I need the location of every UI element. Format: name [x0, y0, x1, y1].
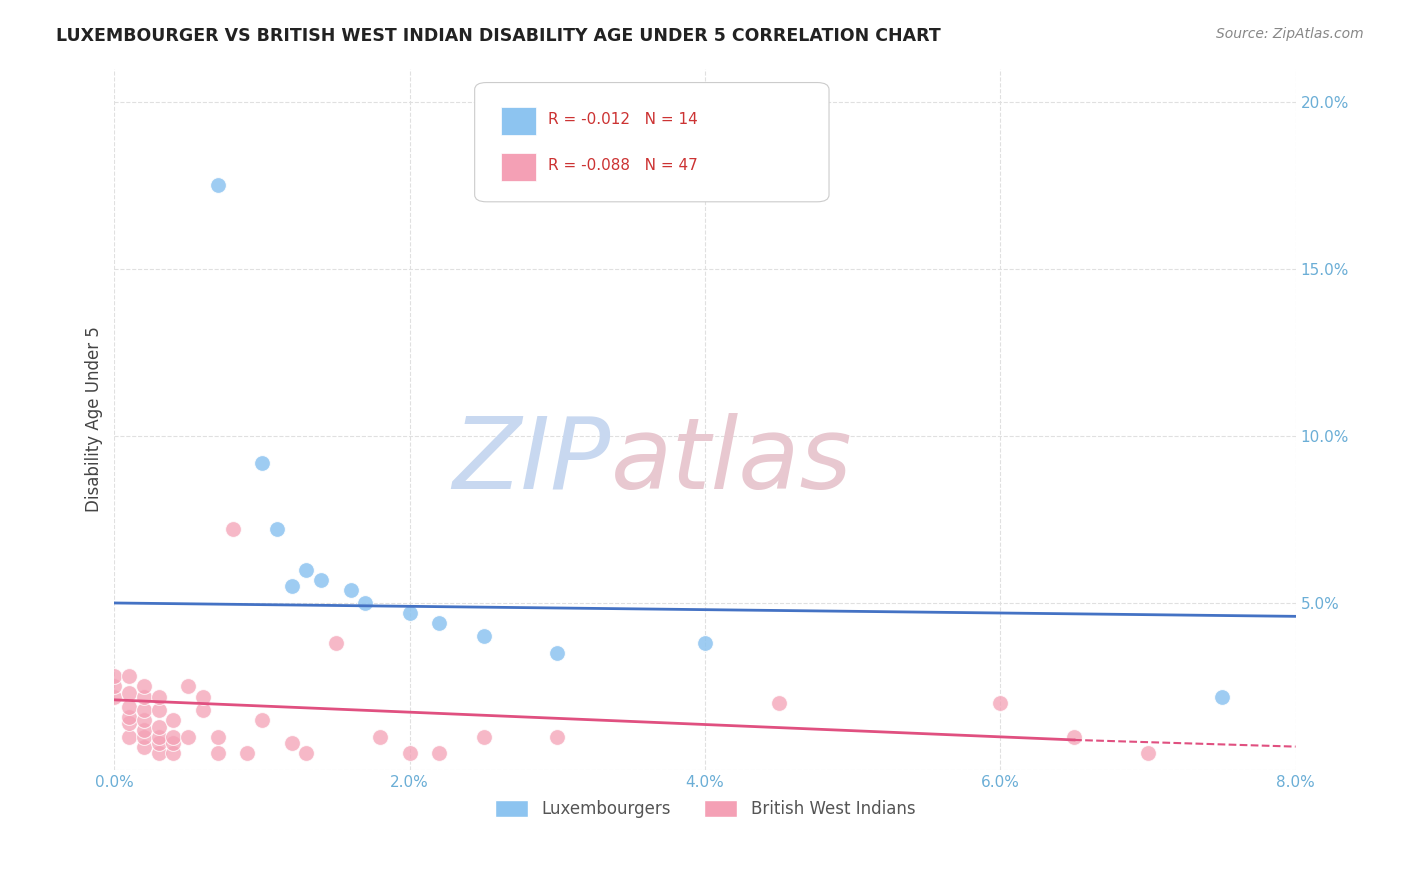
Point [132, 723, 155, 737]
Point [250, 713, 273, 727]
Point [988, 696, 1011, 710]
Point [103, 669, 125, 683]
Legend: Luxembourgers, British West Indians: Luxembourgers, British West Indians [488, 793, 922, 825]
Point [309, 573, 332, 587]
Point [148, 720, 170, 734]
Point [207, 730, 229, 744]
Point [162, 747, 184, 761]
Point [118, 709, 141, 723]
Text: LUXEMBOURGER VS BRITISH WEST INDIAN DISABILITY AGE UNDER 5 CORRELATION CHART: LUXEMBOURGER VS BRITISH WEST INDIAN DISA… [56, 27, 941, 45]
Text: R = -0.012   N = 14: R = -0.012 N = 14 [548, 112, 697, 128]
Point [427, 747, 450, 761]
Point [162, 730, 184, 744]
Point [221, 523, 243, 537]
Point [132, 730, 155, 744]
Point [472, 629, 495, 643]
Point [132, 703, 155, 717]
Point [191, 703, 214, 717]
Point [427, 615, 450, 630]
Point [207, 178, 229, 193]
Point [325, 636, 347, 650]
Point [191, 690, 214, 704]
Point [768, 696, 790, 710]
Point [132, 739, 155, 754]
Point [280, 579, 302, 593]
Point [162, 713, 184, 727]
Point [132, 680, 155, 694]
Text: atlas: atlas [610, 413, 852, 510]
Text: Source: ZipAtlas.com: Source: ZipAtlas.com [1216, 27, 1364, 41]
Point [118, 730, 141, 744]
Text: ZIP: ZIP [453, 413, 610, 510]
Point [546, 646, 568, 660]
Point [103, 680, 125, 694]
FancyBboxPatch shape [501, 153, 536, 181]
Point [148, 690, 170, 704]
Point [1211, 690, 1233, 704]
Point [118, 716, 141, 731]
Point [103, 690, 125, 704]
Point [177, 730, 200, 744]
Point [354, 596, 377, 610]
Text: R = -0.088   N = 47: R = -0.088 N = 47 [548, 158, 697, 173]
Point [280, 736, 302, 750]
Point [118, 699, 141, 714]
Point [236, 747, 259, 761]
Point [472, 730, 495, 744]
Point [266, 523, 288, 537]
Point [148, 703, 170, 717]
Point [398, 747, 420, 761]
Point [148, 730, 170, 744]
Point [250, 456, 273, 470]
Point [207, 747, 229, 761]
Point [1063, 730, 1085, 744]
Y-axis label: Disability Age Under 5: Disability Age Under 5 [86, 326, 103, 512]
FancyBboxPatch shape [501, 107, 536, 136]
Point [177, 680, 200, 694]
Point [118, 669, 141, 683]
Point [1136, 747, 1159, 761]
Point [295, 563, 318, 577]
Point [546, 730, 568, 744]
Point [693, 636, 716, 650]
Point [132, 713, 155, 727]
Point [295, 747, 318, 761]
Point [148, 747, 170, 761]
Point [339, 582, 361, 597]
Point [132, 690, 155, 704]
Point [368, 730, 391, 744]
Point [148, 736, 170, 750]
Point [398, 606, 420, 620]
Point [162, 736, 184, 750]
Point [118, 686, 141, 700]
FancyBboxPatch shape [475, 83, 830, 202]
